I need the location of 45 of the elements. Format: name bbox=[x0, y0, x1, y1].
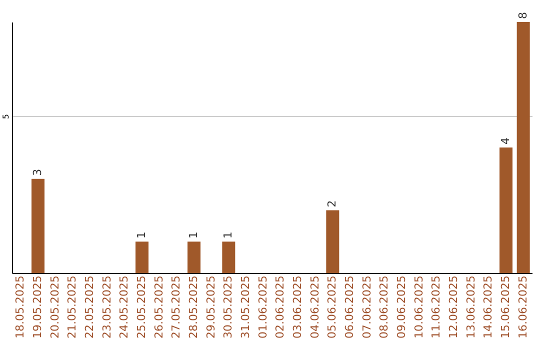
x-tick-label: 25.05.2025 bbox=[135, 276, 148, 338]
bar bbox=[516, 22, 530, 273]
x-tick-label: 02.06.2025 bbox=[274, 276, 287, 338]
x-tick-label: 09.06.2025 bbox=[395, 276, 408, 338]
bar bbox=[32, 178, 44, 273]
x-tick-label: 22.05.2025 bbox=[83, 276, 96, 338]
x-tick-label: 07.06.2025 bbox=[360, 276, 374, 338]
y-tick-label: 5 bbox=[2, 114, 10, 120]
x-tick-label: 30.05.2025 bbox=[222, 276, 235, 338]
x-tick-label: 04.06.2025 bbox=[308, 276, 322, 338]
x-tick-label: 13.06.2025 bbox=[464, 276, 478, 338]
x-tick-label: 14.06.2025 bbox=[482, 276, 495, 338]
x-tick-label: 21.05.2025 bbox=[66, 276, 79, 338]
data-label: 1 bbox=[187, 232, 200, 239]
bar bbox=[136, 242, 148, 273]
x-tick-label: 05.06.2025 bbox=[326, 276, 339, 338]
x-tick-label: 27.05.2025 bbox=[170, 276, 183, 338]
x-tick-label: 08.06.2025 bbox=[378, 276, 391, 338]
data-label: 8 bbox=[516, 12, 530, 19]
x-tick-label: 01.06.2025 bbox=[256, 276, 270, 338]
x-tick-label: 28.05.2025 bbox=[187, 276, 200, 338]
bar bbox=[326, 210, 340, 273]
data-label: 1 bbox=[222, 232, 235, 239]
x-tick-label: 24.05.2025 bbox=[118, 276, 131, 338]
x-tick-label: 26.05.2025 bbox=[152, 276, 166, 338]
x-tick-label: 31.05.2025 bbox=[239, 276, 252, 338]
x-tick-label: 18.05.2025 bbox=[14, 276, 27, 338]
x-tick-label: 20.05.2025 bbox=[48, 276, 62, 338]
x-tick-label: 19.05.2025 bbox=[31, 276, 44, 338]
x-tick-label: 03.06.2025 bbox=[291, 276, 304, 338]
x-tick-label: 16.06.2025 bbox=[516, 276, 530, 338]
data-label: 1 bbox=[135, 232, 148, 239]
bar bbox=[188, 242, 200, 273]
data-label: 2 bbox=[326, 200, 339, 208]
bar bbox=[222, 242, 236, 273]
data-label: 3 bbox=[31, 168, 44, 176]
bar bbox=[500, 148, 512, 273]
x-tick-label: 10.06.2025 bbox=[412, 276, 426, 338]
data-label: 4 bbox=[499, 138, 512, 144]
x-tick-label: 06.06.2025 bbox=[343, 276, 356, 338]
x-tick-label: 23.05.2025 bbox=[100, 276, 114, 338]
x-tick-label: 15.06.2025 bbox=[499, 276, 512, 338]
x-tick-label: 29.05.2025 bbox=[204, 276, 218, 338]
x-tick-label: 11.06.2025 bbox=[430, 276, 443, 338]
x-tick-label: 12.06.2025 bbox=[447, 276, 460, 338]
